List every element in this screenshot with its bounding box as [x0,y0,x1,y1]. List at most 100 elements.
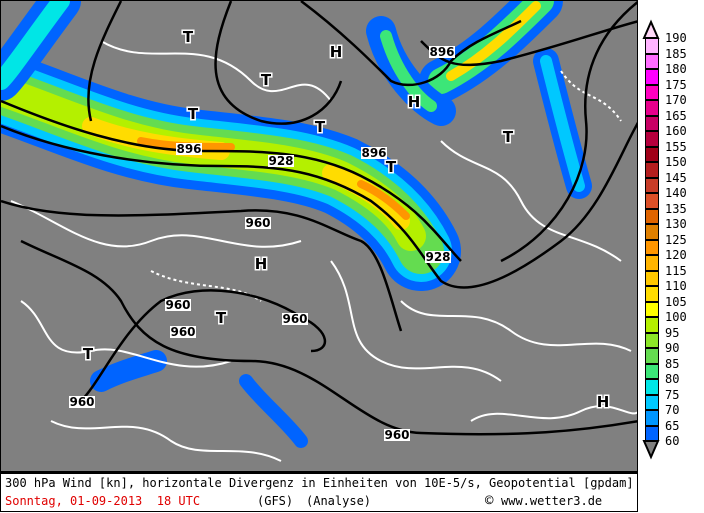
legend-label: 70 [665,403,680,417]
legend-label: 160 [665,124,687,138]
legend-label: 140 [665,186,687,200]
legend-label: 125 [665,232,687,247]
contour-label: 960 [384,428,410,442]
high-label: H [255,255,268,273]
svg-text:960: 960 [384,428,409,442]
high-label: H [408,93,421,111]
contour-label: 896 [361,146,387,160]
legend-label: 85 [665,356,680,371]
map-canvas: 896 896 896 928 928 960 960 960 960 960 … [1,1,637,471]
legend-swatch [645,146,659,162]
low-label: T [216,309,227,327]
svg-text:896: 896 [361,146,386,160]
contour-labels: 896 896 896 928 928 960 960 960 960 960 … [69,45,455,442]
svg-text:960: 960 [245,216,270,230]
legend-swatch [645,193,659,209]
low-label: T [83,345,94,363]
legend-swatch [645,131,659,147]
legend-bottom-arrow [642,440,660,460]
legend-label: 90 [665,341,680,355]
legend-swatch [645,332,659,348]
legend-label: 150 [665,155,687,169]
legend-swatch [645,394,659,410]
legend-swatch [645,162,659,178]
low-label: T [188,105,199,123]
legend-swatch [645,53,659,69]
legend-swatch [645,177,659,193]
legend-swatch [645,301,659,317]
contour-label: 960 [165,298,191,312]
legend-swatch [645,84,659,100]
caption-title: 300 hPa Wind [kn], horizontale Divergenz… [5,476,634,490]
legend-label: 165 [665,108,687,123]
contour-label: 960 [170,325,196,339]
legend-label: 130 [665,217,687,231]
svg-text:896: 896 [176,142,201,156]
legend-swatch [645,286,659,302]
legend-swatch [645,38,659,54]
legend-swatch [645,255,659,271]
contour-label: 960 [69,395,95,409]
svg-text:960: 960 [69,395,94,409]
contour-label: 960 [282,312,308,326]
weather-map: 896 896 896 928 928 960 960 960 960 960 … [0,0,638,472]
legend-label: 170 [665,93,687,107]
legend-label: 65 [665,418,680,433]
legend-swatch [645,379,659,395]
legend-swatch [645,208,659,224]
legend-label: 110 [665,279,687,293]
caption-date: Sonntag, 01-09-2013 18 UTC [5,494,201,508]
legend-swatch [645,410,659,426]
high-label: H [330,43,343,61]
pressure-centers: H H H H T T T T T T T T [81,27,610,413]
legend-label: 80 [665,372,680,386]
svg-text:960: 960 [282,312,307,326]
low-label: T [386,158,397,176]
legend-label: 105 [665,294,687,309]
contour-label: 896 [176,142,202,156]
legend-label: 100 [665,310,687,324]
legend-top-arrow [642,19,660,39]
legend-swatch [645,363,659,379]
svg-text:928: 928 [268,154,293,168]
legend-swatch [645,317,659,333]
legend-label: 75 [665,387,680,402]
legend-swatch [645,239,659,255]
legend-label: 175 [665,77,687,92]
svg-text:960: 960 [170,325,195,339]
legend-label: 145 [665,170,687,185]
wind-speed-legend: 190 185 180 175 170 165 160 155 150 145 140 135 130 1… [640,18,704,463]
caption-run: (Analyse) [306,494,372,508]
legend-swatch [645,69,659,85]
jet-stream [1,1,592,448]
legend-swatch [645,100,659,116]
copyright-icon: © [485,493,494,509]
caption-site: www.wetter3.de [501,494,603,508]
legend-label: 95 [665,325,680,340]
legend-label: 60 [665,434,680,448]
caption-model: (GFS) [257,494,294,508]
legend-swatch [645,425,659,441]
legend-label: 155 [665,139,687,154]
legend-swatch [645,270,659,286]
legend-label: 120 [665,248,687,262]
legend-label: 135 [665,201,687,216]
legend-swatch [645,348,659,364]
svg-text:896: 896 [429,45,454,59]
caption: 300 hPa Wind [kn], horizontale Divergenz… [0,472,638,512]
contour-label: 928 [425,250,451,264]
legend-label: 190 [665,31,687,45]
legend-swatch [645,224,659,240]
svg-text:960: 960 [165,298,190,312]
low-label: T [315,118,326,136]
map-background [1,1,637,471]
legend-label: 180 [665,62,687,76]
low-label: T [261,71,272,89]
svg-text:928: 928 [425,250,450,264]
contour-label: 960 [245,216,271,230]
high-label: H [597,393,610,411]
contour-label: 896 [429,45,455,59]
contour-label: 928 [268,154,294,168]
legend-swatch [645,115,659,131]
low-label: T [183,28,194,46]
